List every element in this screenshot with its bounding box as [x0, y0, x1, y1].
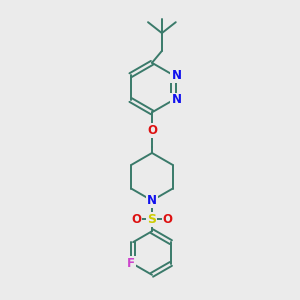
Text: N: N	[147, 194, 157, 207]
Text: N: N	[171, 69, 182, 82]
Text: N: N	[171, 94, 182, 106]
Text: F: F	[127, 257, 135, 270]
Text: S: S	[148, 213, 157, 226]
Text: O: O	[147, 124, 157, 137]
Text: O: O	[163, 213, 173, 226]
Text: O: O	[131, 213, 141, 226]
